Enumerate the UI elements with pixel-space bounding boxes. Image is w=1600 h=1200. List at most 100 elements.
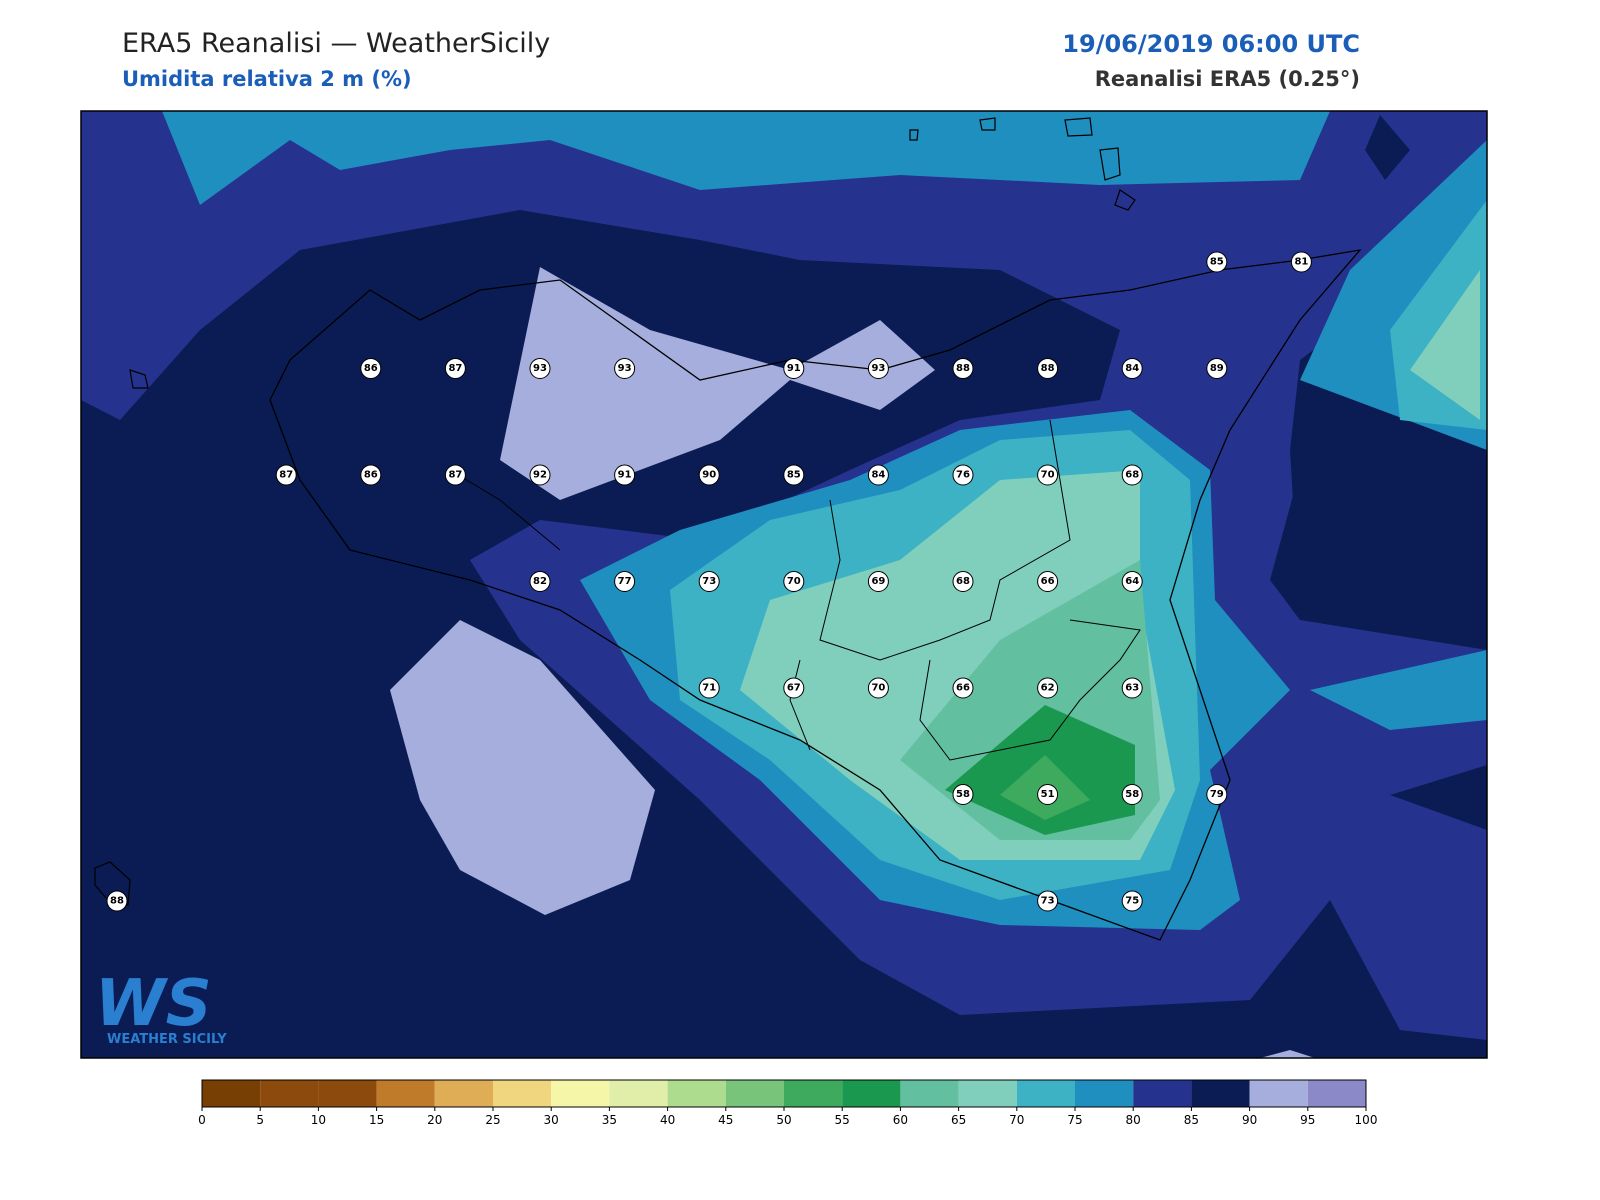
colorbar-segment (493, 1080, 552, 1107)
colorbar-label: 45 (718, 1113, 733, 1127)
colorbar-label: 85 (1184, 1113, 1199, 1127)
station-value: 92 (533, 470, 547, 481)
station-marker (698, 677, 720, 699)
colorbar-label: 20 (427, 1113, 442, 1127)
station-value: 87 (279, 470, 293, 481)
map (80, 110, 1488, 1059)
logo-text: WEATHER SICILY (107, 1032, 227, 1047)
station-value: 79 (1210, 789, 1224, 800)
station-marker (614, 358, 636, 379)
colorbar-label: 50 (776, 1113, 791, 1127)
station-marker (614, 464, 636, 486)
station-value: 86 (364, 470, 378, 481)
station-value: 66 (956, 683, 970, 694)
station-marker (360, 358, 382, 379)
station-value: 70 (1041, 470, 1055, 481)
station-value: 93 (871, 363, 885, 374)
colorbar-segment (609, 1080, 668, 1107)
station-marker (867, 464, 889, 486)
station-value: 77 (618, 576, 632, 587)
station-value: 93 (618, 363, 632, 374)
colorbar-segment (1075, 1080, 1134, 1107)
station-marker (1037, 677, 1059, 699)
title: ERA5 Reanalisi — WeatherSicily (122, 28, 550, 59)
colorbar-segment (958, 1080, 1017, 1107)
colorbar-segment (318, 1080, 377, 1107)
colorbar-segment (376, 1080, 435, 1107)
colorbar-label: 15 (369, 1113, 384, 1127)
station-marker (1037, 464, 1059, 486)
station-marker (1206, 784, 1228, 805)
station-value: 73 (1041, 896, 1055, 907)
station-marker (867, 571, 889, 592)
station-marker (1037, 784, 1059, 805)
colorbar-segment (1191, 1080, 1250, 1107)
station-marker (1206, 358, 1228, 379)
station-value: 70 (787, 576, 801, 587)
station-value: 64 (1125, 576, 1139, 587)
colorbar-segment (725, 1080, 784, 1107)
station-value: 67 (787, 683, 801, 694)
station-value: 71 (702, 683, 716, 694)
station-value: 84 (871, 470, 885, 481)
colorbar-segment (842, 1080, 901, 1107)
station-marker (444, 464, 466, 486)
station-value: 66 (1041, 576, 1055, 587)
station-value: 87 (448, 363, 462, 374)
colorbar-segment (900, 1080, 959, 1107)
colorbar-segment (1307, 1080, 1366, 1107)
station-value: 62 (1041, 683, 1055, 694)
colorbar-label: 0 (198, 1113, 206, 1127)
station-value: 68 (956, 576, 970, 587)
station-marker (1121, 464, 1143, 486)
station-marker (1121, 784, 1143, 805)
colorbar-label: 55 (835, 1113, 850, 1127)
station-marker (698, 464, 720, 486)
station-value: 89 (1210, 363, 1224, 374)
source: Reanalisi ERA5 (0.25°) (1095, 67, 1360, 91)
station-value: 88 (1041, 363, 1055, 374)
colorbar-segment (1016, 1080, 1075, 1107)
station-marker (1037, 890, 1059, 912)
logo-mark: WS (95, 967, 212, 1041)
colorbar-segment (1249, 1080, 1308, 1107)
station-marker (1121, 571, 1143, 592)
station-marker (952, 464, 974, 486)
subtitle: Umidita relativa 2 m (%) (122, 67, 412, 91)
colorbar-label: 10 (311, 1113, 326, 1127)
station-marker (1206, 251, 1228, 273)
station-value: 69 (871, 576, 885, 587)
station-value: 93 (533, 363, 547, 374)
station-value: 51 (1041, 789, 1055, 800)
colorbar-label: 75 (1067, 1113, 1082, 1127)
station-marker (783, 358, 805, 379)
station-value: 70 (871, 683, 885, 694)
station-value: 68 (1125, 470, 1139, 481)
colorbar-label: 80 (1126, 1113, 1141, 1127)
station-marker (360, 464, 382, 486)
stations: 85 81 86 87 93 93 91 93 88 88 84 89 87 86 87 92 91 90 85 84… (106, 251, 1312, 912)
station-value: 90 (702, 470, 716, 481)
station-marker (952, 571, 974, 592)
colorbar-segment (551, 1080, 610, 1107)
station-marker (1037, 571, 1059, 592)
colorbar-segment (1133, 1080, 1192, 1107)
colorbar-label: 70 (1009, 1113, 1024, 1127)
datetime: 19/06/2019 06:00 UTC (1062, 30, 1360, 58)
station-marker (1121, 358, 1143, 379)
station-marker (867, 677, 889, 699)
station-marker (783, 571, 805, 592)
colorbar-segment (260, 1080, 319, 1107)
station-marker (1290, 251, 1312, 273)
station-value: 91 (618, 470, 632, 481)
colorbar-label: 30 (544, 1113, 559, 1127)
station-marker (867, 358, 889, 379)
station-value: 85 (787, 470, 801, 481)
colorbar-label: 40 (660, 1113, 675, 1127)
colorbar-label: 90 (1242, 1113, 1257, 1127)
colorbar-segment (667, 1080, 726, 1107)
station-marker (275, 464, 297, 486)
colorbar-label: 60 (893, 1113, 908, 1127)
station-value: 76 (956, 470, 970, 481)
station-value: 75 (1125, 896, 1139, 907)
